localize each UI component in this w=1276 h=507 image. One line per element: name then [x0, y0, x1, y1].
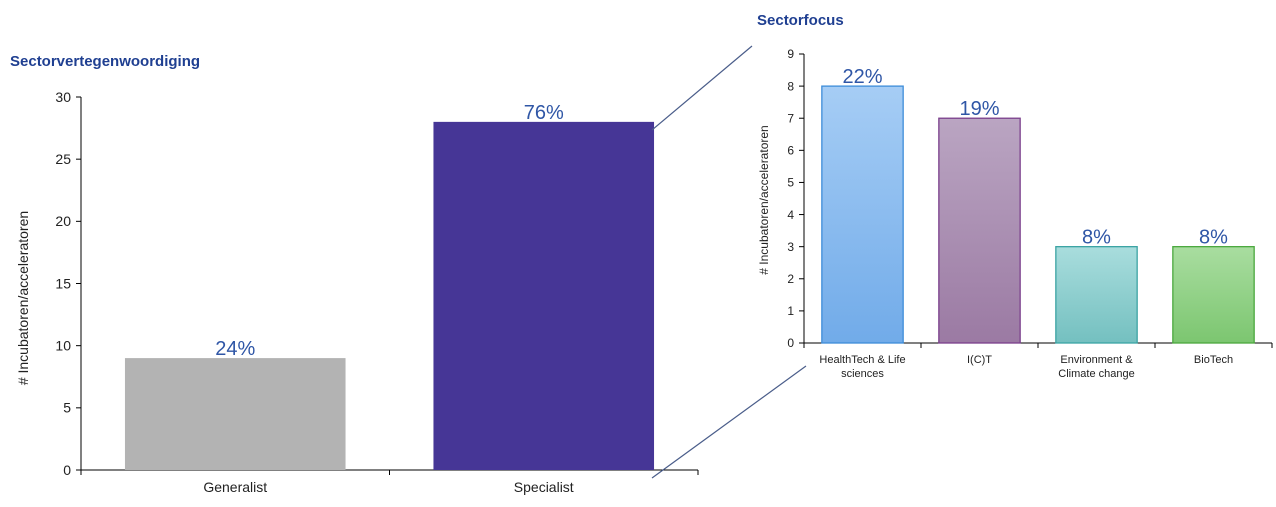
category-label: sciences	[841, 368, 884, 380]
bar-environment-climate-change	[1055, 246, 1138, 344]
sector-focus-chart: Sectorfocus # Incubatoren/acceleratoren …	[757, 12, 1273, 380]
connector-line-bottom	[651, 365, 807, 479]
y-tick-label: 3	[787, 240, 794, 254]
y-tick-label: 2	[787, 272, 794, 286]
connector-line-top	[651, 45, 753, 131]
bar-healthtech-life-sciences	[821, 85, 904, 344]
left-chart-title: Sectorvertegenwoordiging	[10, 53, 200, 70]
data-label: 24%	[215, 338, 255, 360]
category-label: Environment &	[1060, 354, 1133, 366]
category-label: Climate change	[1058, 368, 1134, 380]
data-label: 76%	[524, 102, 564, 124]
bar-specialist	[433, 121, 655, 470]
y-tick-label: 0	[63, 462, 71, 478]
y-tick-label: 20	[55, 213, 71, 229]
right-chart-title: Sectorfocus	[757, 12, 844, 29]
y-tick-label: 9	[787, 47, 794, 61]
y-tick-label: 0	[787, 336, 794, 350]
data-label: 8%	[1199, 227, 1228, 249]
y-tick-label: 4	[787, 208, 794, 222]
category-label: I(C)T	[967, 354, 992, 366]
category-label: BioTech	[1194, 354, 1233, 366]
y-tick-label: 1	[787, 304, 794, 318]
sector-representation-chart: Sectorvertegenwoordiging # Incubatoren/a…	[10, 53, 699, 495]
y-tick-label: 5	[63, 400, 71, 416]
y-tick-label: 15	[55, 275, 71, 291]
bar-generalist	[124, 358, 346, 470]
category-label: Generalist	[203, 479, 267, 495]
left-y-axis-title: # Incubatoren/acceleratoren	[15, 211, 31, 385]
bar-i-c-t	[938, 117, 1021, 344]
y-tick-label: 5	[787, 176, 794, 190]
data-label: 22%	[842, 66, 882, 88]
y-tick-label: 8	[787, 79, 794, 93]
y-tick-label: 10	[55, 338, 71, 354]
right-y-axis-title: # Incubatoren/acceleratoren	[757, 125, 771, 274]
y-tick-label: 25	[55, 151, 71, 167]
category-label: Specialist	[514, 479, 574, 495]
y-tick-label: 6	[787, 144, 794, 158]
data-label: 19%	[959, 98, 999, 120]
y-tick-label: 7	[787, 111, 794, 125]
data-label: 8%	[1082, 227, 1111, 249]
category-label: HealthTech & Life	[819, 354, 905, 366]
y-tick-label: 30	[55, 89, 71, 105]
bar-biotech	[1172, 246, 1255, 344]
